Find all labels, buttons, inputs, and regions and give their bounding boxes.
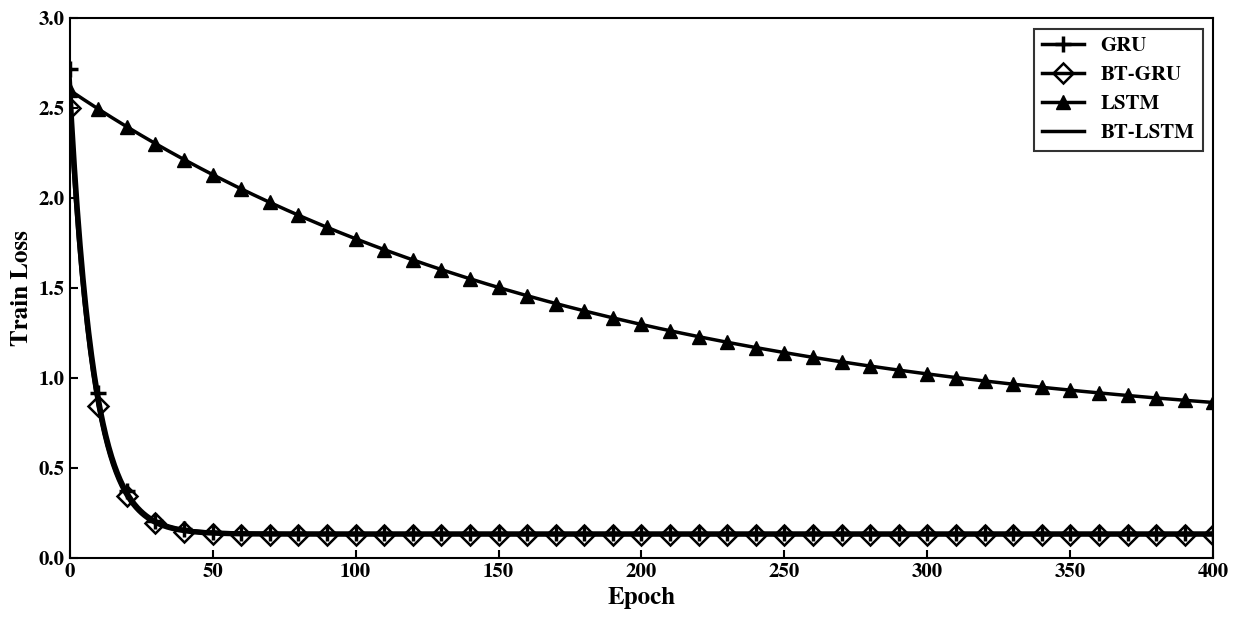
Line: BT-GRU: BT-GRU [63, 101, 1220, 542]
Line: GRU: GRU [62, 61, 1221, 541]
GRU [211, 529, 226, 536]
BT-GRU [211, 531, 226, 538]
GRU [791, 529, 806, 537]
GRU [62, 65, 77, 73]
BT-GRU [688, 531, 703, 539]
LSTM [474, 278, 489, 286]
BT-LSTM [900, 529, 915, 537]
BT-GRU [791, 531, 806, 539]
LSTM [1205, 399, 1220, 406]
GRU [1012, 529, 1027, 537]
LSTM [791, 352, 806, 359]
GRU [1205, 529, 1220, 537]
GRU [900, 529, 915, 537]
BT-LSTM [1008, 529, 1023, 537]
BT-LSTM [211, 529, 226, 536]
BT-LSTM [1205, 529, 1220, 537]
BT-GRU [62, 104, 77, 112]
BT-LSTM [688, 529, 703, 537]
GRU [637, 529, 652, 537]
LSTM [900, 368, 915, 375]
BT-LSTM [474, 529, 489, 537]
LSTM [62, 86, 77, 94]
Line: LSTM: LSTM [63, 83, 1220, 409]
GRU [474, 529, 489, 537]
Legend: GRU, BT-GRU, LSTM, BT-LSTM: GRU, BT-GRU, LSTM, BT-LSTM [1034, 29, 1203, 151]
LSTM [688, 332, 703, 340]
BT-GRU [637, 531, 652, 539]
GRU [688, 529, 703, 537]
BT-GRU [474, 531, 489, 539]
BT-LSTM [62, 104, 77, 112]
LSTM [637, 321, 652, 329]
Line: BT-LSTM: BT-LSTM [69, 108, 1213, 533]
BT-GRU [900, 531, 915, 539]
BT-LSTM [791, 529, 806, 537]
BT-LSTM [637, 529, 652, 537]
BT-GRU [1008, 531, 1023, 539]
X-axis label: Epoch: Epoch [608, 587, 676, 609]
Y-axis label: Train Loss: Train Loss [11, 230, 33, 347]
LSTM [211, 174, 226, 181]
BT-GRU [1205, 531, 1220, 539]
